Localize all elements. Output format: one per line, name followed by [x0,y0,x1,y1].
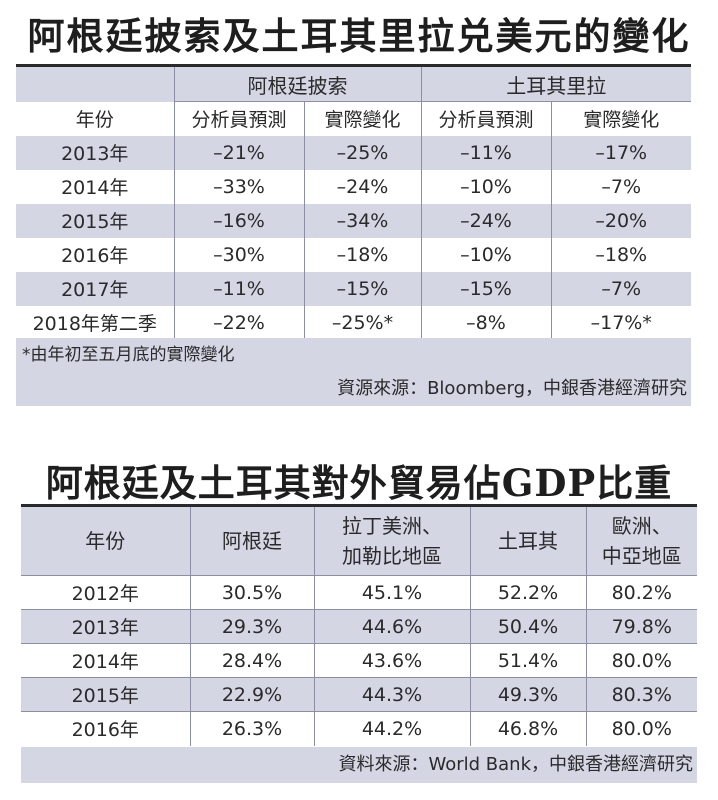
row-year: 2013年 [16,135,174,170]
cell: –15% [420,271,551,306]
row-year: 2018年第二季 [16,305,174,340]
table2-header-row: 年份 阿根廷 拉丁美洲、 加勒比地區 土耳其 歐洲、 中亞地區 [21,504,697,576]
table-row: 2012年 30.5% 45.1% 52.2% 80.2% [21,575,697,610]
cell: –8% [420,305,551,340]
cell: –20% [550,203,691,238]
cell: –15% [303,271,421,306]
cell: 44.2% [313,711,470,746]
header-latin-america: 拉丁美洲、 加勒比地區 [313,504,470,576]
cell: –11% [420,135,551,170]
cell: 29.3% [189,609,314,644]
group-header-try: 土耳其里拉 [420,64,691,102]
cell: 22.9% [189,677,314,712]
table-row: 2013年 29.3% 44.6% 50.4% 79.8% [21,609,697,644]
cell: 44.3% [313,677,470,712]
row-year: 2013年 [21,609,190,644]
cell: 50.4% [469,609,586,644]
table-row: 2016年 26.3% 44.2% 46.8% 80.0% [21,711,697,746]
cell: 45.1% [313,575,470,610]
year-header: 年份 [21,504,190,576]
trade-gdp-table: 年份 阿根廷 拉丁美洲、 加勒比地區 土耳其 歐洲、 中亞地區 2012年 30… [21,504,697,746]
table2-source: 資料來源：World Bank，中銀香港經濟研究 [21,747,697,783]
group-header-ars: 阿根廷披索 [173,64,421,102]
cell: 28.4% [189,643,314,678]
cell: 52.2% [469,575,586,610]
row-year: 2015年 [16,203,174,238]
table1-title: 阿根廷披索及土耳其里拉兑美元的變化 [27,14,691,58]
table-row: 2015年 –16% –34% –24% –20% [16,203,691,238]
header-argentina: 阿根廷 [189,504,314,576]
table-row: 2014年 28.4% 43.6% 51.4% 80.0% [21,643,697,678]
cell: –10% [420,169,551,204]
cell: –30% [173,237,304,272]
sub-header-try-actual: 實際變化 [550,101,691,136]
cell: 51.4% [469,643,586,678]
cell: –34% [303,203,421,238]
sub-header-ars-actual: 實際變化 [303,101,421,136]
cell: 49.3% [469,677,586,712]
table1-corner-cell [16,64,174,102]
cell: –21% [173,135,304,170]
cell: –11% [173,271,304,306]
cell: 44.6% [313,609,470,644]
cell: –7% [550,169,691,204]
table-row: 2013年 –21% –25% –11% –17% [16,135,691,170]
cell: –24% [303,169,421,204]
row-year: 2014年 [16,169,174,204]
table1-footnote: *由年初至五月底的實際變化 [16,338,691,372]
row-year: 2016年 [16,237,174,272]
cell: 46.8% [469,711,586,746]
cell: –18% [303,237,421,272]
cell: –18% [550,237,691,272]
table-row: 2017年 –11% –15% –15% –7% [16,271,691,306]
header-europe: 歐洲、 中亞地區 [585,504,697,576]
cell: 26.3% [189,711,314,746]
header-turkey: 土耳其 [469,504,586,576]
table-row: 2015年 22.9% 44.3% 49.3% 80.3% [21,677,697,712]
cell: –17% [550,135,691,170]
cell: 30.5% [189,575,314,610]
cell: –22% [173,305,304,340]
cell: –25% [303,135,421,170]
header-europe-line2: 中亞地區 [601,544,682,568]
row-year: 2015年 [21,677,190,712]
cell: 80.0% [585,711,697,746]
cell: –7% [550,271,691,306]
year-header: 年份 [16,101,174,136]
cell: –24% [420,203,551,238]
cell: –16% [173,203,304,238]
table2-title: 阿根廷及土耳其對外貿易佔GDP比重 [45,461,673,505]
table1-source: 資源來源：Bloomberg，中銀香港經濟研究 [16,372,691,406]
header-latin-america-line1: 拉丁美洲、 [342,514,442,538]
row-year: 2016年 [21,711,190,746]
cell: –33% [173,169,304,204]
table-row: 2018年第二季 –22% –25%* –8% –17%* [16,305,691,340]
row-year: 2012年 [21,575,190,610]
table-row: 2016年 –30% –18% –10% –18% [16,237,691,272]
row-year: 2014年 [21,643,190,678]
sub-header-ars-forecast: 分析員預測 [173,101,304,136]
header-latin-america-line2: 加勒比地區 [342,544,442,568]
row-year: 2017年 [16,271,174,306]
cell: –25%* [303,305,421,340]
sub-header-try-forecast: 分析員預測 [420,101,551,136]
cell: 79.8% [585,609,697,644]
cell: –10% [420,237,551,272]
table1-group-header-row: 阿根廷披索 土耳其里拉 [16,64,691,102]
currency-change-table: 阿根廷披索 土耳其里拉 年份 分析員預測 實際變化 分析員預測 實際變化 201… [16,64,691,340]
cell: –17%* [550,305,691,340]
header-europe-line1: 歐洲、 [611,514,672,538]
cell: 80.2% [585,575,697,610]
cell: 43.6% [313,643,470,678]
cell: 80.3% [585,677,697,712]
table-row: 2014年 –33% –24% –10% –7% [16,169,691,204]
cell: 80.0% [585,643,697,678]
table1-sub-header-row: 年份 分析員預測 實際變化 分析員預測 實際變化 [16,101,691,136]
